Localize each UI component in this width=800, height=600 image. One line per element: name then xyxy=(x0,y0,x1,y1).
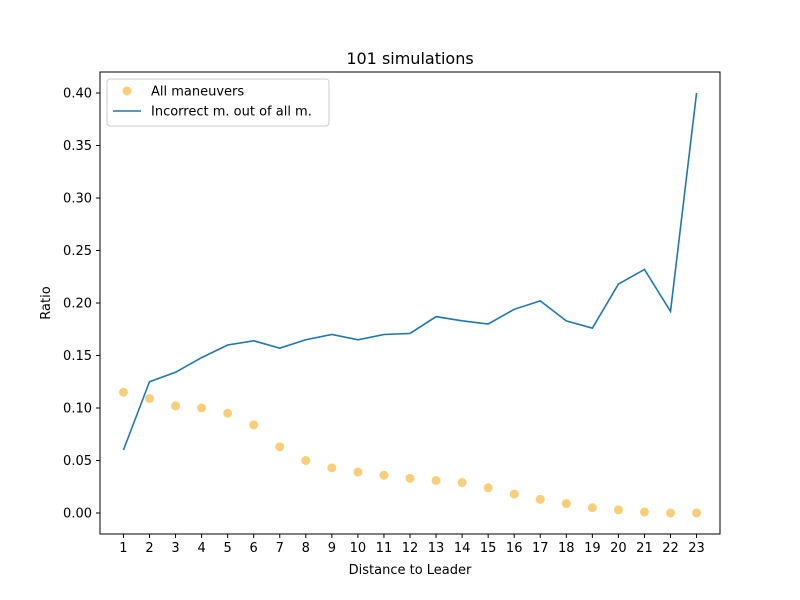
scatter-point xyxy=(275,442,285,452)
y-tick-label: 0.00 xyxy=(63,507,92,522)
scatter-point xyxy=(171,401,181,411)
x-tick-label: 3 xyxy=(171,541,179,556)
x-tick-label: 12 xyxy=(402,541,419,556)
x-tick-label: 13 xyxy=(428,541,445,556)
x-tick-label: 6 xyxy=(250,541,258,556)
x-tick-label: 1 xyxy=(119,541,127,556)
y-tick-label: 0.15 xyxy=(63,349,92,364)
plot-frame xyxy=(99,71,721,535)
legend-label: All maneuvers xyxy=(151,85,244,100)
y-tick-label: 0.30 xyxy=(63,192,92,207)
x-tick-label: 16 xyxy=(506,541,523,556)
x-tick-label: 21 xyxy=(636,541,653,556)
x-tick-label: 11 xyxy=(376,541,393,556)
scatter-point xyxy=(509,489,519,499)
scatter-point xyxy=(379,470,389,480)
scatter-point xyxy=(535,494,545,504)
y-tick-label: 0.25 xyxy=(63,244,92,259)
x-tick-label: 2 xyxy=(145,541,153,556)
x-tick-label: 23 xyxy=(688,541,705,556)
y-tick-label: 0.40 xyxy=(63,87,92,102)
scatter-point xyxy=(639,507,649,517)
scatter-point xyxy=(613,505,623,515)
line-series xyxy=(122,92,698,451)
y-tick-label: 0.10 xyxy=(63,402,92,417)
legend: All maneuvers Incorrect m. out of all m. xyxy=(106,78,330,127)
chart-title: 101 simulations xyxy=(346,49,473,68)
x-tick-label: 8 xyxy=(302,541,310,556)
x-tick-label: 18 xyxy=(558,541,575,556)
scatter-point xyxy=(197,403,207,413)
y-tick-label: 0.35 xyxy=(63,139,92,154)
scatter-point xyxy=(223,408,233,418)
scatter-point xyxy=(353,467,363,477)
scatter-point xyxy=(561,499,571,509)
x-tick-label: 19 xyxy=(584,541,601,556)
scatter-point xyxy=(327,463,337,473)
y-tick-label: 0.05 xyxy=(63,454,92,469)
x-tick-label: 7 xyxy=(276,541,284,556)
x-tick-label: 17 xyxy=(532,541,549,556)
scatter-point xyxy=(301,456,311,465)
scatter-point xyxy=(692,508,702,518)
x-tick-label: 9 xyxy=(328,541,336,556)
x-tick-label: 14 xyxy=(454,541,471,556)
scatter-point xyxy=(405,473,415,483)
x-tick-label: 20 xyxy=(610,541,627,556)
x-tick-label: 10 xyxy=(350,541,367,556)
scatter-point xyxy=(249,420,259,430)
x-tick-label: 15 xyxy=(480,541,497,556)
scatter-point xyxy=(118,387,128,397)
legend-box xyxy=(106,78,330,127)
x-tick-label: 22 xyxy=(662,541,679,556)
scatter-point xyxy=(431,475,441,485)
scatter-point xyxy=(144,394,154,404)
x-tick-label: 4 xyxy=(197,541,205,556)
series-layer xyxy=(118,92,702,518)
x-axis-label: Distance to Leader xyxy=(349,563,472,578)
scatter-point xyxy=(587,503,597,513)
scatter-point xyxy=(483,483,493,493)
scatter-point xyxy=(457,478,467,488)
ticks-layer: 1 2 3 4 5 6 7 8 9 10 11 12 13 14 15 16 17 18 19 20 21 22 230.0… xyxy=(63,87,705,557)
legend-label: Incorrect m. out of all m. xyxy=(151,105,312,120)
scatter-point xyxy=(666,508,676,518)
x-tick-label: 5 xyxy=(224,541,232,556)
y-tick-label: 0.20 xyxy=(63,297,92,312)
legend-marker xyxy=(122,86,132,96)
y-axis-label: Ratio xyxy=(39,286,54,319)
